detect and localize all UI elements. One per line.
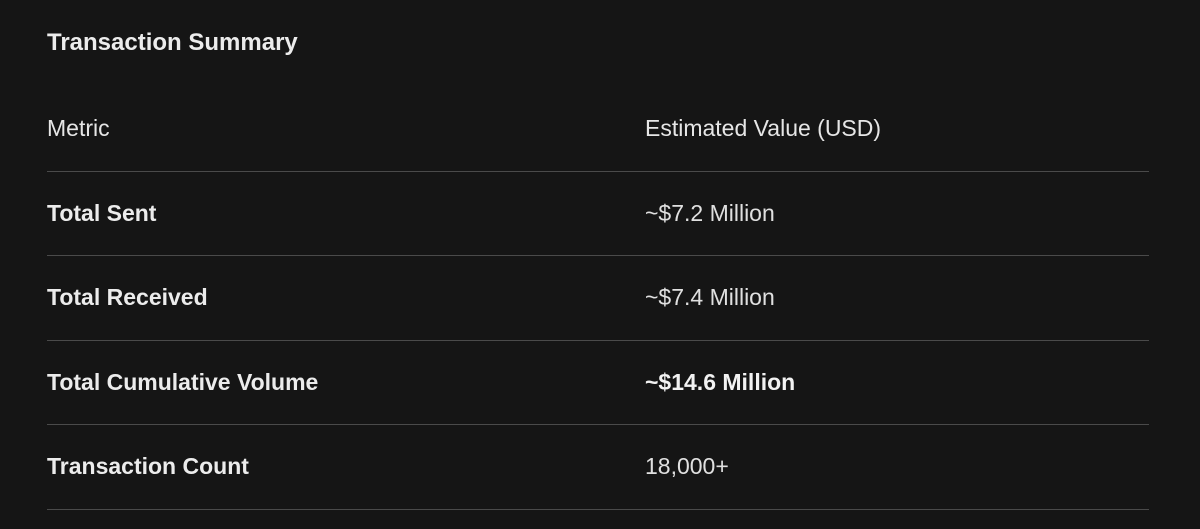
metric-cell: Total Sent [47, 171, 645, 256]
table-row: Total Sent ~$7.2 Million [47, 171, 1149, 256]
value-cell: ~$7.2 Million [645, 171, 1149, 256]
title: Transaction Summary [47, 29, 298, 56]
metric-cell: Total Cumulative Volume [47, 340, 645, 425]
value-cell: ~$7.4 Million [645, 255, 1149, 341]
value-cell: ~$14.6 Million [645, 340, 1149, 425]
value-cell: 18,000+ [645, 424, 1149, 510]
summary-table: Metric Estimated Value (USD) Total Sent … [47, 87, 1149, 510]
metric-cell: Transaction Count [47, 424, 645, 510]
table-row: Total Cumulative Volume ~$14.6 Million [47, 340, 1149, 425]
column-header: Estimated Value (USD) [645, 87, 1149, 172]
metric-cell: Total Received [47, 255, 645, 341]
table-row: Transaction Count 18,000+ [47, 424, 1149, 510]
column-header: Metric [47, 87, 645, 172]
header-row: Metric Estimated Value (USD) [47, 87, 1149, 172]
table-row: Total Received ~$7.4 Million [47, 255, 1149, 341]
